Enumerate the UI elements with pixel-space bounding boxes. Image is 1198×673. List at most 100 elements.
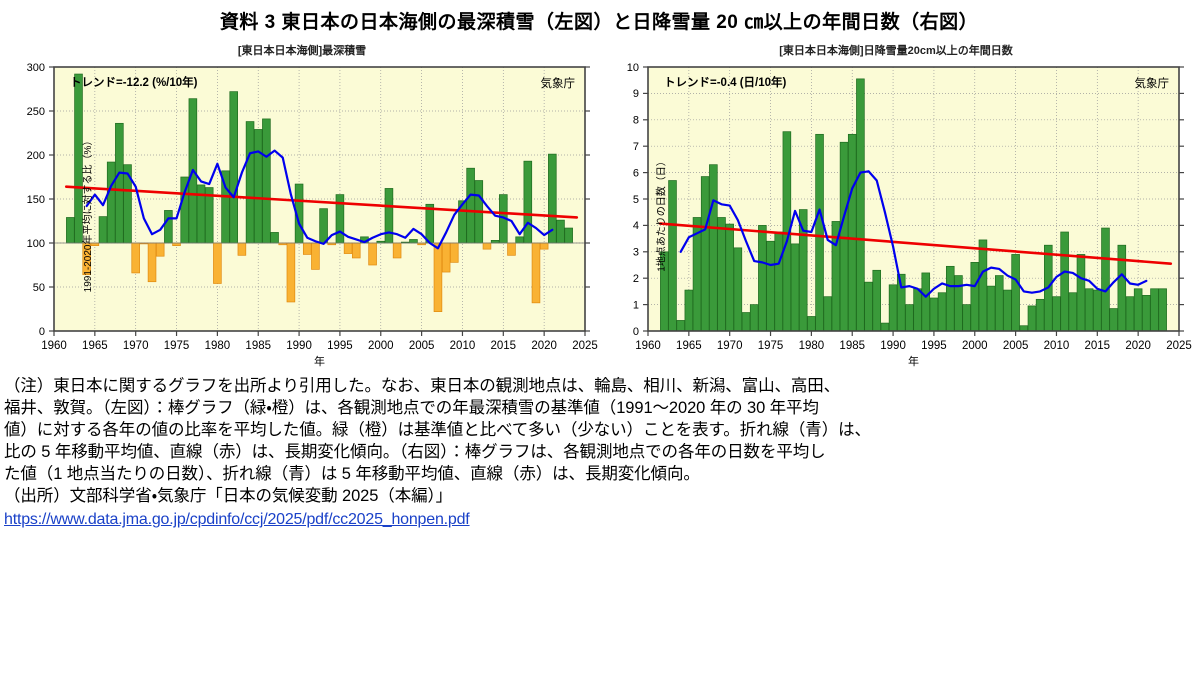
bar [709,163,718,331]
bar [1084,288,1094,331]
y-axis-tick-label: 5 [633,193,639,205]
caption-source: （出所）文部科学省・気象庁「日本の気候変動 2025（本編）」 [4,487,453,506]
bar [1003,289,1012,331]
chart-left-plot-area: 1991-2020年平均に対する比（%） 0 50 100 150 200 250 300 1… [6,59,598,369]
bar [823,295,832,331]
x-axis-tick-label: 1985 [245,340,271,352]
bar [1068,291,1078,331]
bar [262,118,271,243]
bar [774,231,783,331]
bar [798,208,808,331]
chart-right-ylabel: 1地点あたりの日数（日） [656,155,668,272]
x-axis-tick-label: 1995 [327,340,353,352]
bar [147,242,157,282]
bar [106,161,116,243]
bar [213,242,222,284]
bar [441,242,451,272]
x-axis-tick-label: 1975 [164,340,190,352]
charts-row: [東日本日本海側]最深積雪 1991-2020年平均に対する比（%） 0 50 10… [0,43,1198,369]
bar [749,303,759,331]
bar [962,303,971,331]
bar [237,242,247,256]
x-axis-tick-label: 2025 [1166,340,1192,352]
x-axis-tick-label: 1980 [799,340,825,352]
chart-credit: 気象庁 [541,76,576,90]
x-axis-tick-label: 2015 [1085,340,1111,352]
bar [921,272,931,331]
bar [986,285,996,331]
x-axis-tick-label: 2000 [368,340,394,352]
bar [131,242,140,273]
x-axis-tick-label: 1995 [921,340,947,352]
bar [384,187,394,243]
chart-right-plot-area: 1地点あたりの日数（日） 0 1 2 3 4 5 6 7 8 9 10 1960 1965 1970 197… [600,59,1192,369]
bar [368,242,377,265]
bar [1125,295,1135,331]
bar [815,133,824,331]
y-axis-tick-label: 250 [27,105,45,117]
bar [937,291,947,331]
trend-line [658,221,1173,265]
bar [1158,288,1167,331]
x-axis-tick-label: 1965 [82,340,108,352]
bar [725,223,734,331]
bar [1101,227,1110,331]
bar [1142,294,1151,331]
bar [1109,307,1118,331]
bar [758,224,767,331]
bar [302,242,312,255]
x-axis-tick-label: 1990 [286,340,312,352]
x-axis-tick-label: 2025 [572,340,598,352]
bar [954,274,963,331]
x-axis-tick-label: 2020 [1125,340,1151,352]
bar [856,78,865,331]
chart-left-svg: 0 50 100 150 200 250 300 1960 1965 1970 1975 1980 19… [27,61,598,367]
caption-line-1: （注）東日本に関するグラフを出所より引用した。なお、東日本の観測地点は、輪島、相… [4,376,841,395]
bar [409,238,418,243]
bar [905,303,914,331]
chart-right-svg: 0 1 2 3 4 5 6 7 8 9 10 1960 1965 1970 1975 1980 1985 1990… [627,61,1192,368]
bar [115,122,124,243]
y-axis-tick-label: 0 [633,325,639,337]
bar [466,167,475,243]
y-axis-tick-label: 200 [27,149,45,161]
bar [864,281,873,331]
bar [556,219,565,243]
bar [343,242,353,254]
caption-line-3: 値）に対する各年の値の比率を平均した値。緑（橙）は基準値と比べて多い（少ない）こ… [4,420,871,439]
x-axis-tick-label: 2005 [1003,340,1029,352]
y-axis-tick-label: 1 [633,299,639,311]
bar [164,209,173,243]
chart-credit: 気象庁 [1135,76,1170,90]
bar [425,203,435,243]
bar [1027,305,1037,331]
x-axis-tick-label: 1970 [123,340,149,352]
bar [978,239,988,331]
y-axis-tick-label: 50 [33,281,45,293]
bar [450,242,459,263]
bar [311,242,320,270]
bar [807,315,816,331]
bar [507,242,516,256]
x-axis-tick-label: 1985 [839,340,865,352]
page-title: 資料 3 東日本の日本海側の最深積雪（左図）と日降雪量 20 ㎝以上の年間日数（… [219,12,979,33]
bar [888,284,898,331]
bar [155,242,165,257]
x-axis-tick-label: 1975 [758,340,784,352]
x-axis-tick-label: 1960 [41,340,67,352]
x-axis-tick-label: 2010 [450,340,476,352]
bar [1133,288,1143,331]
bar [676,319,685,331]
x-axis-title: 年 [908,354,919,368]
chart-left-ylabel: 1991-2020年平均に対する比（%） [82,135,94,292]
source-url-link[interactable]: https://www.data.jma.go.jp/cpdinfo/ccj/2… [4,511,470,529]
y-axis-tick-label: 2 [633,273,639,285]
y-axis-tick-label: 7 [633,141,639,153]
x-axis-tick-label: 1980 [205,340,231,352]
x-axis-tick-label: 2020 [531,340,557,352]
bar [539,242,549,250]
bar [880,322,890,331]
trend-annotation: トレンド=-12.2 (%/10年) [70,75,198,89]
y-axis-tick-label: 0 [39,325,45,337]
bar [970,261,980,331]
